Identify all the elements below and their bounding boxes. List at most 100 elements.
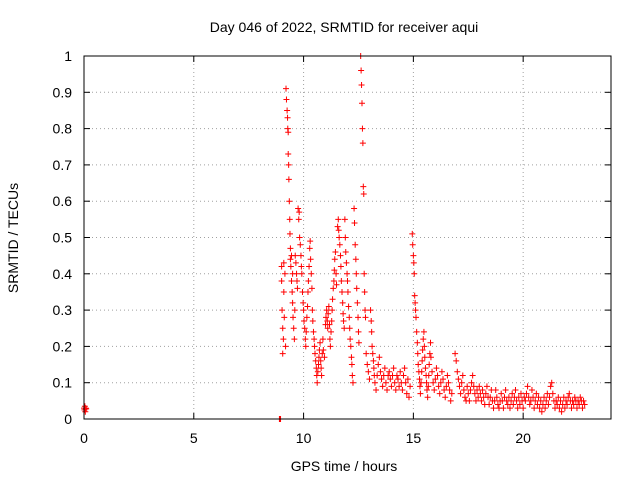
data-point [543, 397, 550, 404]
data-point [571, 394, 578, 401]
data-point [420, 336, 427, 343]
data-point [410, 259, 417, 266]
data-point [471, 390, 478, 397]
data-point [498, 390, 505, 397]
data-point [291, 307, 298, 314]
data-point [318, 365, 325, 372]
data-point [362, 314, 369, 321]
data-point [338, 278, 345, 285]
data-point [361, 288, 368, 295]
data-point [532, 397, 539, 404]
data-point [436, 390, 443, 397]
data-point [416, 376, 423, 383]
data-point [411, 292, 418, 299]
x-tick-label: 10 [296, 430, 312, 446]
x-axis-label: GPS time / hours [291, 458, 398, 474]
data-point [346, 325, 353, 332]
data-point [326, 336, 333, 343]
data-point [364, 361, 371, 368]
data-point [410, 252, 417, 259]
data-point [509, 390, 516, 397]
data-point [280, 336, 287, 343]
data-point [281, 270, 288, 277]
chart-title: Day 046 of 2022, SRMTID for receiver aqu… [210, 19, 478, 35]
data-point [333, 281, 340, 288]
data-point [579, 405, 586, 412]
data-point [423, 386, 430, 393]
data-point [419, 347, 426, 354]
data-point [530, 394, 537, 401]
data-point [341, 325, 348, 332]
data-point [298, 263, 305, 270]
data-point [352, 256, 359, 263]
data-point [404, 376, 411, 383]
data-point [522, 397, 529, 404]
data-point [402, 379, 409, 386]
data-point [329, 307, 336, 314]
data-point [416, 383, 423, 390]
data-point [455, 376, 462, 383]
data-point [514, 405, 521, 412]
data-point [523, 390, 530, 397]
data-point [340, 317, 347, 324]
data-point [448, 390, 455, 397]
data-point [405, 394, 412, 401]
data-point [283, 85, 290, 92]
data-point [565, 394, 572, 401]
data-point [393, 372, 400, 379]
data-point [427, 339, 434, 346]
data-point [534, 401, 541, 408]
data-point [500, 405, 507, 412]
data-point [305, 278, 312, 285]
data-point [355, 339, 362, 346]
data-point [417, 390, 424, 397]
data-point [344, 270, 351, 277]
data-point [479, 386, 486, 393]
data-point [528, 386, 535, 393]
data-point [308, 285, 315, 292]
data-point [321, 354, 328, 361]
data-point [388, 383, 395, 390]
data-point [554, 401, 561, 408]
data-point [314, 368, 321, 375]
data-point [286, 216, 293, 223]
data-point [568, 405, 575, 412]
data-point [423, 379, 430, 386]
data-point [476, 383, 483, 390]
data-point [333, 270, 340, 277]
data-point [323, 307, 330, 314]
data-point [302, 343, 309, 350]
data-point [427, 354, 434, 361]
data-point [466, 397, 473, 404]
data-point [533, 390, 540, 397]
data-point [349, 379, 356, 386]
data-point [284, 107, 291, 114]
data-point [401, 365, 408, 372]
data-point [508, 397, 515, 404]
data-point [335, 227, 342, 234]
data-point [491, 397, 498, 404]
data-point [477, 390, 484, 397]
data-point [359, 125, 366, 132]
data-point [538, 408, 545, 415]
data-point [545, 401, 552, 408]
data-point [291, 336, 298, 343]
data-point [287, 245, 294, 252]
data-point [526, 401, 533, 408]
data-point [312, 357, 319, 364]
data-point [443, 383, 450, 390]
data-points [81, 53, 588, 422]
data-point [425, 372, 432, 379]
data-point [537, 397, 544, 404]
data-point [512, 386, 519, 393]
data-point [306, 263, 313, 270]
data-point [294, 285, 301, 292]
data-point [437, 379, 444, 386]
data-point [352, 241, 359, 248]
data-point [478, 397, 485, 404]
data-point [336, 234, 343, 241]
y-tick-label: 0.3 [53, 302, 73, 318]
data-point [287, 263, 294, 270]
data-point [504, 401, 511, 408]
data-point [487, 394, 494, 401]
